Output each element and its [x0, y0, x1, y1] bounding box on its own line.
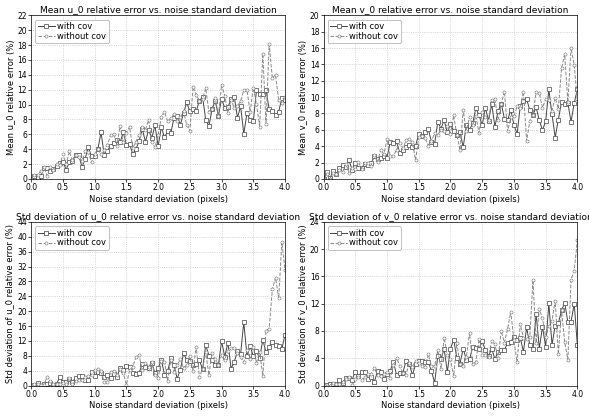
- without cov: [548, 108, 555, 113]
- Line: without cov: without cov: [29, 240, 287, 386]
- without cov: [28, 382, 35, 387]
- with cov: [28, 383, 35, 388]
- without cov: [167, 116, 174, 121]
- without cov: [266, 42, 273, 47]
- with cov: [167, 356, 174, 361]
- without cov: [250, 344, 257, 349]
- without cov: [530, 277, 537, 282]
- Legend: with cov, without cov: with cov, without cov: [327, 226, 401, 250]
- without cov: [459, 108, 466, 113]
- without cov: [320, 176, 327, 181]
- Title: Std deviation of v_0 relative error vs. noise standard deviation: Std deviation of v_0 relative error vs. …: [309, 212, 589, 221]
- without cov: [323, 383, 330, 388]
- Legend: with cov, without cov: with cov, without cov: [35, 226, 108, 250]
- without cov: [482, 352, 489, 357]
- with cov: [479, 339, 486, 344]
- with cov: [459, 145, 466, 150]
- without cov: [256, 124, 263, 129]
- with cov: [574, 343, 581, 348]
- with cov: [320, 176, 327, 181]
- without cov: [539, 105, 546, 110]
- without cov: [574, 238, 581, 243]
- with cov: [28, 176, 35, 181]
- Line: without cov: without cov: [322, 46, 579, 181]
- X-axis label: Noise standard deviation (pixels): Noise standard deviation (pixels): [381, 401, 520, 411]
- Line: with cov: with cov: [29, 88, 287, 181]
- with cov: [247, 118, 254, 123]
- with cov: [215, 114, 222, 119]
- with cov: [539, 128, 546, 133]
- with cov: [561, 300, 568, 305]
- without cov: [511, 338, 518, 343]
- Y-axis label: Std deviation of v_0 relative error (%): Std deviation of v_0 relative error (%): [298, 224, 307, 383]
- without cov: [279, 240, 286, 245]
- with cov: [186, 109, 193, 114]
- without cov: [463, 355, 470, 360]
- with cov: [526, 343, 533, 348]
- with cov: [459, 346, 466, 351]
- with cov: [263, 87, 270, 92]
- without cov: [28, 176, 35, 181]
- without cov: [507, 115, 514, 120]
- with cov: [548, 342, 555, 347]
- with cov: [259, 337, 266, 342]
- with cov: [250, 354, 257, 359]
- X-axis label: Noise standard deviation (pixels): Noise standard deviation (pixels): [381, 195, 520, 204]
- without cov: [218, 353, 225, 358]
- without cov: [320, 383, 327, 388]
- without cov: [237, 355, 244, 360]
- without cov: [234, 103, 241, 108]
- with cov: [282, 98, 289, 103]
- without cov: [526, 119, 533, 124]
- with cov: [548, 112, 555, 117]
- without cov: [190, 369, 197, 374]
- Title: Mean u_0 relative error vs. noise standard deviation: Mean u_0 relative error vs. noise standa…: [40, 5, 276, 15]
- Line: without cov: without cov: [322, 238, 579, 387]
- without cov: [247, 109, 254, 114]
- Y-axis label: Mean v_0 relative error (%): Mean v_0 relative error (%): [298, 40, 307, 155]
- with cov: [507, 107, 514, 112]
- without cov: [215, 114, 222, 119]
- with cov: [526, 108, 533, 113]
- with cov: [240, 319, 247, 324]
- without cov: [170, 369, 177, 374]
- with cov: [256, 92, 263, 97]
- Line: with cov: with cov: [322, 301, 579, 387]
- X-axis label: Noise standard deviation (pixels): Noise standard deviation (pixels): [88, 195, 227, 204]
- with cov: [186, 359, 193, 364]
- with cov: [234, 348, 241, 353]
- Y-axis label: Mean u_0 relative error (%): Mean u_0 relative error (%): [6, 40, 15, 155]
- without cov: [542, 335, 549, 340]
- Title: Mean v_0 relative error vs. noise standard deviation: Mean v_0 relative error vs. noise standa…: [332, 5, 569, 15]
- with cov: [320, 383, 327, 388]
- Line: with cov: with cov: [29, 321, 287, 387]
- without cov: [186, 129, 193, 134]
- without cov: [37, 383, 44, 388]
- with cov: [574, 87, 581, 92]
- Line: with cov: with cov: [322, 87, 579, 181]
- with cov: [282, 332, 289, 337]
- X-axis label: Noise standard deviation (pixels): Noise standard deviation (pixels): [88, 401, 227, 411]
- without cov: [574, 99, 581, 104]
- with cov: [234, 115, 241, 120]
- with cov: [215, 363, 222, 368]
- Y-axis label: Std deviation of u_0 relative error (%): Std deviation of u_0 relative error (%): [5, 224, 15, 383]
- with cov: [167, 131, 174, 136]
- without cov: [282, 267, 289, 272]
- without cov: [282, 94, 289, 99]
- without cov: [259, 374, 266, 379]
- Legend: with cov, without cov: with cov, without cov: [327, 20, 401, 43]
- with cov: [479, 123, 486, 128]
- Line: without cov: without cov: [29, 42, 287, 181]
- Legend: with cov, without cov: with cov, without cov: [35, 20, 108, 43]
- without cov: [479, 109, 486, 114]
- without cov: [552, 298, 559, 303]
- with cov: [507, 339, 514, 344]
- with cov: [539, 324, 546, 329]
- Title: Std deviation of u_0 relative error vs. noise standard deviation: Std deviation of u_0 relative error vs. …: [16, 212, 300, 221]
- without cov: [568, 45, 575, 50]
